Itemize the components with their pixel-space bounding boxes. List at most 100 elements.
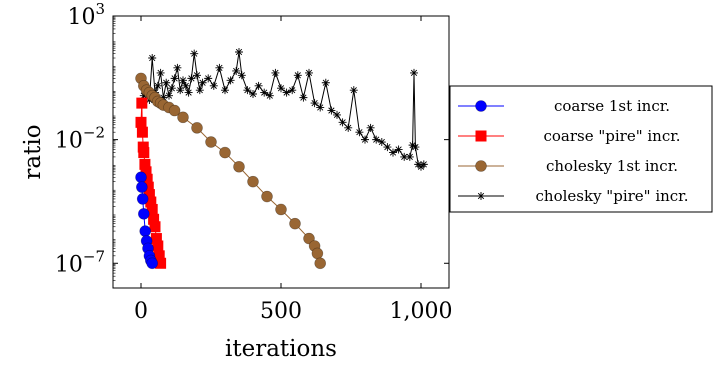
data-point: [148, 54, 157, 63]
series-line: [140, 51, 425, 168]
data-point: [226, 76, 235, 85]
legend: coarse 1st incr. coarse "pire" incr. chole…: [449, 85, 713, 213]
data-point: [190, 49, 199, 58]
data-point: [327, 106, 336, 115]
data-point: [140, 166, 152, 178]
data-point: [389, 148, 397, 157]
data-point: [311, 247, 324, 260]
data-point: [249, 90, 257, 99]
data-point: [139, 225, 151, 237]
data-point: [235, 48, 243, 57]
x-axis-label: iterations: [225, 336, 337, 362]
data-point: [142, 181, 154, 193]
data-point: [344, 123, 353, 132]
x-tick-label: 1,000: [390, 299, 453, 324]
data-point: [219, 146, 231, 159]
series-1: [135, 97, 167, 269]
data-point: [221, 86, 229, 95]
data-point: [405, 152, 414, 161]
data-point: [261, 190, 273, 203]
data-point: [198, 78, 207, 87]
data-point: [149, 221, 161, 233]
data-point: [394, 145, 403, 154]
data-point: [377, 138, 386, 147]
data-point: [419, 160, 428, 169]
data-point: [314, 257, 327, 270]
axis-ticks: [113, 15, 449, 288]
data-point: [205, 136, 217, 148]
data-point: [156, 68, 165, 77]
data-point: [146, 257, 158, 270]
data-point: [333, 110, 341, 119]
data-point: [247, 175, 259, 188]
x-tick-label: 500: [260, 299, 302, 324]
data-point: [184, 88, 193, 97]
legend-label: cholesky "pire" incr.: [536, 187, 689, 205]
data-point: [411, 143, 420, 152]
legend-marker: [475, 160, 487, 172]
data-point: [136, 97, 148, 109]
data-point: [136, 181, 148, 193]
data-point: [135, 171, 147, 184]
data-point: [316, 103, 325, 112]
data-point: [193, 71, 201, 80]
x-tick-label: 0: [134, 299, 148, 324]
y-tick-labels: 103 10−2 10−7: [55, 0, 105, 277]
y-tick-label: 103: [67, 0, 105, 30]
data-point: [243, 86, 252, 95]
data-point: [148, 213, 160, 225]
data-point: [338, 118, 347, 127]
data-point: [145, 196, 157, 208]
data-point: [150, 233, 162, 245]
data-point: [146, 203, 158, 215]
series-0: [135, 171, 158, 270]
y-tick-label: 10−7: [55, 247, 105, 277]
data-point: [275, 203, 287, 216]
series-layer: [135, 48, 428, 270]
data-point: [254, 81, 263, 90]
data-point: [288, 86, 297, 95]
legend-label: cholesky 1st incr.: [546, 157, 678, 175]
data-point: [366, 123, 375, 132]
data-point: [233, 160, 245, 173]
data-point: [282, 88, 291, 97]
data-point: [173, 63, 182, 72]
legend-frame: [449, 85, 713, 213]
data-point: [177, 111, 189, 124]
data-point: [209, 81, 218, 90]
data-point: [361, 135, 369, 144]
y-tick-label: 10−2: [55, 124, 105, 154]
x-tick-labels: 0 500 1,000: [134, 299, 452, 324]
data-point: [141, 173, 153, 185]
legend-label: coarse "pire" incr.: [543, 127, 680, 145]
data-point: [153, 81, 162, 90]
data-point: [293, 71, 302, 80]
data-point: [277, 84, 285, 93]
data-point: [372, 135, 381, 144]
legend-marker: [477, 192, 485, 200]
data-point: [165, 91, 173, 100]
data-point: [136, 126, 148, 138]
data-point: [138, 208, 150, 220]
data-point: [400, 152, 409, 161]
data-point: [265, 91, 274, 100]
data-point: [321, 78, 330, 87]
data-point: [237, 71, 246, 80]
data-point: [232, 66, 241, 75]
data-point: [310, 99, 319, 108]
data-point: [181, 81, 190, 90]
data-point: [271, 68, 280, 77]
data-point: [204, 74, 213, 83]
data-point: [215, 63, 224, 72]
data-point: [162, 78, 171, 87]
data-point: [168, 104, 181, 117]
data-point: [143, 189, 155, 201]
data-point: [136, 193, 149, 205]
data-point: [153, 250, 165, 262]
data-point: [155, 257, 167, 269]
data-point: [191, 122, 203, 134]
data-point: [260, 88, 269, 97]
data-point: [159, 93, 168, 102]
data-point: [135, 116, 147, 128]
